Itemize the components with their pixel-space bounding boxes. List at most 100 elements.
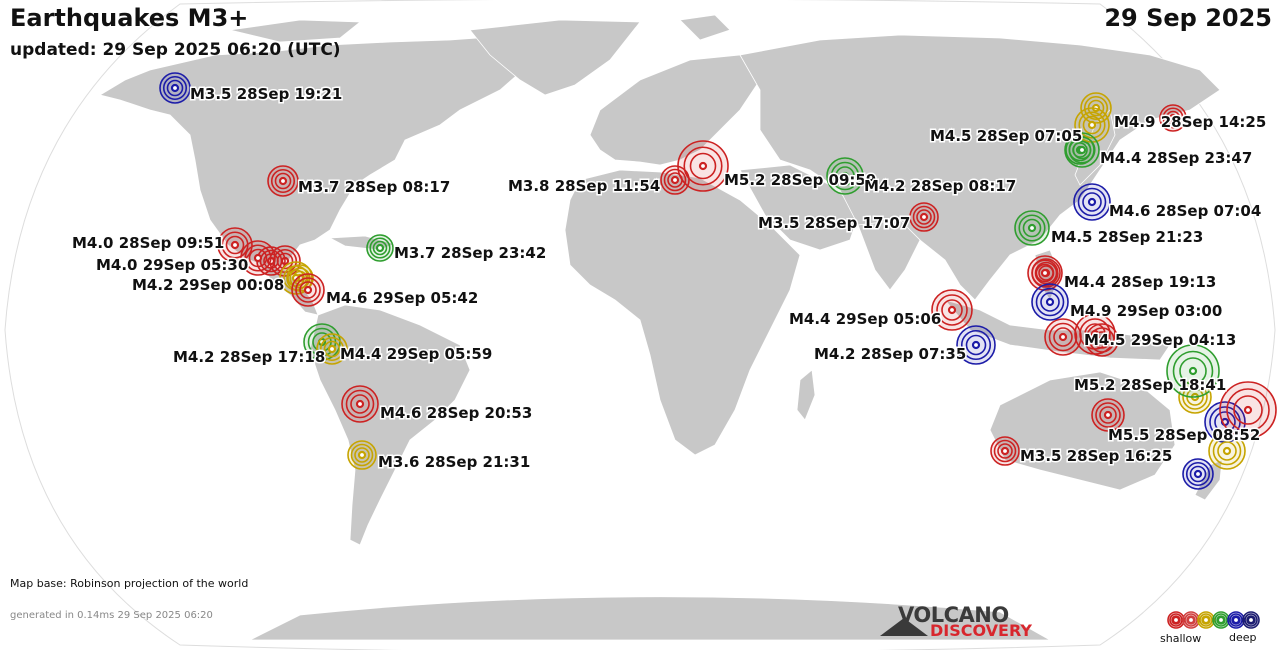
quake-ring (1034, 261, 1058, 285)
quake-marker[interactable] (1044, 318, 1082, 356)
quake-epicenter (1188, 366, 1198, 376)
quake-marker[interactable] (1219, 381, 1277, 439)
legend-depth-swatch[interactable] (1167, 611, 1185, 629)
legend-depth-swatch[interactable] (1242, 611, 1260, 629)
quake-epicenter (698, 161, 708, 171)
quake-marker[interactable] (1074, 313, 1116, 355)
volcano-discovery-logo[interactable]: VOLCANO DISCOVERY (880, 603, 1040, 643)
quake-label: M4.4 28Sep 23:47 (1100, 149, 1252, 167)
quake-ring (1217, 441, 1237, 461)
quake-ring (1095, 402, 1121, 428)
india (857, 219, 921, 291)
quake-marker[interactable] (366, 234, 394, 262)
quake-epicenter (278, 176, 288, 186)
quake-ring (1077, 187, 1107, 217)
map-date: 29 Sep 2025 (1104, 4, 1272, 32)
quake-marker[interactable] (1159, 104, 1187, 132)
quake-epicenter (1090, 329, 1100, 339)
quake-marker[interactable] (990, 436, 1020, 466)
quake-marker[interactable] (826, 157, 864, 195)
quake-marker[interactable] (1014, 210, 1050, 246)
quake-label: M4.4 29Sep 05:06 (789, 310, 941, 328)
legend-depth-swatch[interactable] (1182, 611, 1200, 629)
quake-epicenter (303, 285, 313, 295)
quake-epicenter (170, 83, 180, 93)
quake-ring (663, 168, 687, 192)
quake-ring (1212, 436, 1242, 466)
quake-ring (1179, 357, 1207, 385)
quake-ring (1079, 318, 1111, 350)
quake-marker[interactable] (931, 289, 973, 331)
quake-marker[interactable] (347, 440, 377, 470)
quake-marker[interactable] (1166, 344, 1220, 398)
quake-marker[interactable] (1073, 183, 1111, 221)
quake-ring (1048, 322, 1078, 352)
quake-label: M5.5 28Sep 08:52 (1108, 426, 1260, 444)
quake-epicenter (670, 175, 680, 185)
quake-ring (1018, 214, 1046, 242)
quake-epicenter (1201, 615, 1211, 625)
quake-marker[interactable] (1027, 255, 1063, 291)
antarctica (249, 596, 1052, 641)
quake-label: M3.7 28Sep 08:17 (298, 178, 450, 196)
quake-label: M3.5 28Sep 17:07 (758, 214, 910, 232)
quake-marker[interactable] (1031, 283, 1069, 321)
legend-depth-swatch[interactable] (1197, 611, 1215, 629)
quake-ring (1078, 111, 1106, 139)
quake-label: M3.5 28Sep 16:25 (1020, 447, 1172, 465)
quake-epicenter (919, 212, 929, 222)
quake-label: M4.9 28Sep 14:25 (1114, 113, 1266, 131)
quake-epicenter (1045, 297, 1055, 307)
quake-marker[interactable] (291, 273, 325, 307)
quake-epicenter (1027, 223, 1037, 233)
quake-marker[interactable] (316, 333, 348, 365)
quake-label: M4.0 28Sep 09:51 (72, 234, 224, 252)
legend-depth-swatch[interactable] (1212, 611, 1230, 629)
quake-ring (830, 161, 860, 191)
quake-marker[interactable] (677, 140, 729, 192)
quake-marker[interactable] (267, 165, 299, 197)
quake-ring (1172, 350, 1214, 392)
europe (589, 54, 761, 166)
legend-shallow-label: shallow (1160, 632, 1202, 645)
legend-deep-label: deep (1229, 631, 1257, 644)
quake-marker[interactable] (660, 165, 690, 195)
quake-ring (689, 152, 717, 180)
quake-marker[interactable] (909, 202, 939, 232)
quake-epicenter (1193, 469, 1203, 479)
quake-marker[interactable] (159, 72, 191, 104)
quake-marker[interactable] (1208, 432, 1246, 470)
quake-marker[interactable] (341, 385, 379, 423)
quake-ring (162, 75, 188, 101)
depth-legend (1167, 611, 1260, 629)
quake-ring (1189, 465, 1207, 483)
quake-epicenter (947, 305, 957, 315)
north-america (98, 34, 541, 266)
quake-marker[interactable] (956, 325, 996, 365)
quake-epicenter (1222, 446, 1232, 456)
quake-ring (683, 146, 723, 186)
quake-ring (244, 244, 272, 272)
quake-ring (1022, 218, 1042, 238)
quake-ring (319, 336, 345, 362)
quake-ring (993, 439, 1017, 463)
quake-marker[interactable] (240, 240, 276, 276)
quake-epicenter (291, 273, 301, 283)
quake-marker[interactable] (1182, 458, 1214, 490)
quake-epicenter (1231, 615, 1241, 625)
quake-ring (1083, 95, 1109, 121)
quake-ring (166, 79, 184, 97)
logo-text-volcano: VOLCANO (898, 603, 1009, 627)
quake-ring (916, 209, 932, 225)
quake-label: M3.7 28Sep 23:42 (394, 244, 546, 262)
quake-ring (323, 340, 341, 358)
quake-marker[interactable] (1091, 398, 1125, 432)
quake-ring (1214, 613, 1228, 627)
arctic-islands (229, 19, 362, 43)
quake-marker[interactable] (1064, 132, 1100, 168)
madagascar (796, 369, 816, 421)
quake-ring (270, 168, 296, 194)
quake-ring (1199, 613, 1213, 627)
legend-depth-swatch[interactable] (1227, 611, 1245, 629)
